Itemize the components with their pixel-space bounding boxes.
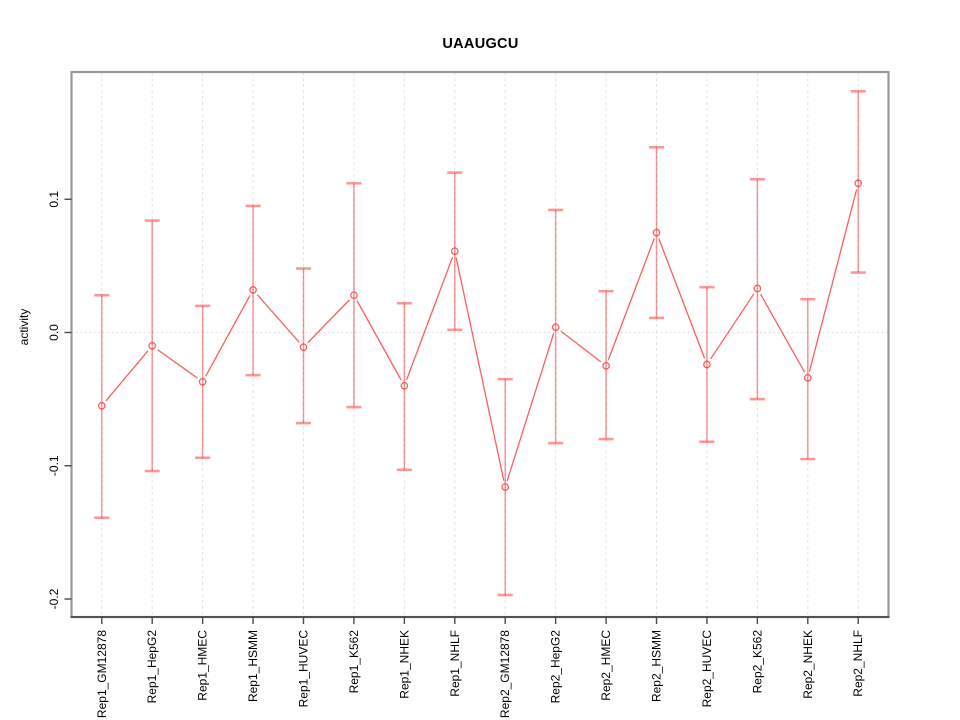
data-point — [703, 360, 711, 369]
x-tick-label: Rep2_HMEC — [599, 630, 613, 701]
data-point — [450, 247, 459, 256]
series-segment — [157, 349, 198, 379]
data-point — [400, 381, 409, 390]
x-tick-label: Rep2_NHEK — [801, 630, 815, 699]
data-point — [198, 377, 207, 386]
x-tick-label: Rep2_HepG2 — [549, 630, 563, 704]
series-segment — [455, 257, 505, 481]
y-tick-label: -0.2 — [47, 588, 61, 609]
x-tick-label: Rep2_NHLF — [851, 630, 865, 697]
series-segment — [607, 238, 655, 360]
data-point — [854, 179, 863, 188]
series-segment — [560, 330, 602, 363]
series-segment — [709, 293, 755, 360]
plot-box — [70, 70, 890, 619]
series-segment — [205, 295, 251, 377]
series-segment — [356, 300, 402, 381]
x-tick-label: Rep1_GM12878 — [95, 630, 109, 718]
data-point — [299, 343, 308, 352]
x-tick-label: Rep2_GM12878 — [498, 630, 512, 718]
data-point — [350, 291, 358, 300]
series-segment — [406, 257, 454, 380]
x-tick-label: Rep1_HepG2 — [145, 630, 159, 704]
data-point — [148, 341, 157, 350]
x-axis: Rep1_GM12878 Rep1_HepG2 Rep1_HMEC Rep1_HSMM… — [70, 616, 890, 718]
data-points — [97, 179, 863, 491]
x-tick-label: Rep1_NHLF — [448, 630, 462, 697]
data-point — [551, 323, 560, 332]
x-tick-label: Rep2_HSMM — [650, 630, 664, 702]
x-tick-label: Rep1_K562 — [347, 630, 361, 694]
x-tick-label: Rep1_HSMM — [246, 630, 260, 702]
series-line — [105, 189, 858, 482]
gridlines — [71, 72, 889, 617]
series-segment — [256, 294, 300, 343]
data-point — [97, 401, 106, 410]
data-point — [501, 483, 510, 491]
x-tick-label: Rep2_K562 — [750, 630, 764, 694]
y-axis: 0.1 0.0 -0.1 -0.2 — [47, 191, 72, 609]
x-tick-label: Rep1_HUVEC — [296, 630, 310, 708]
y-tick-label: -0.1 — [47, 455, 61, 476]
series-segment — [658, 238, 706, 359]
series-segment — [307, 299, 350, 343]
data-point — [249, 286, 257, 294]
x-tick-label: Rep2_HUVEC — [700, 630, 714, 708]
series-segment — [105, 350, 149, 402]
x-tick-label: Rep1_HMEC — [196, 630, 210, 701]
error-bars — [94, 90, 866, 597]
y-tick-label: 0.0 — [47, 324, 61, 341]
chart-title: UAAUGCU — [442, 36, 519, 52]
data-point — [652, 228, 661, 237]
y-tick-label: 0.1 — [47, 191, 61, 208]
series-segment — [760, 293, 806, 373]
series-segment — [506, 333, 555, 482]
x-tick-label: Rep1_NHEK — [397, 630, 411, 699]
data-point — [753, 284, 762, 293]
series-segment — [808, 189, 858, 372]
data-point — [602, 361, 610, 370]
data-point — [803, 373, 812, 382]
